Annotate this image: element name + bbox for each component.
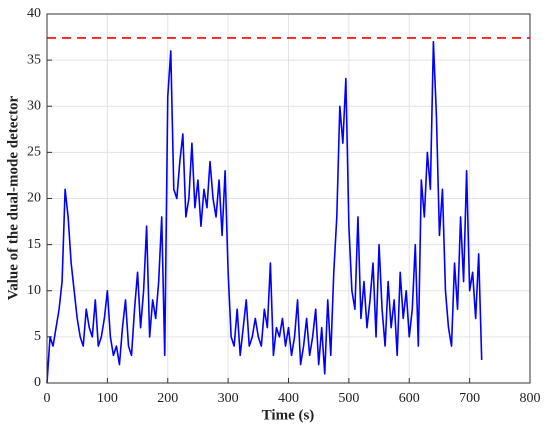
data-line [46,40,483,384]
y-tick-label: 20 [27,191,41,206]
x-tick-label: 500 [338,391,359,406]
plot-frame [46,13,531,384]
x-tick-label: 700 [459,391,480,406]
y-tick-label: 25 [27,145,41,160]
y-tick-label: 35 [27,52,41,67]
x-axis-label: Time (s) [262,407,315,423]
y-tick-label: 10 [27,283,41,298]
y-tick-label: 40 [27,6,41,21]
x-tick-label: 400 [278,391,299,406]
y-tick-label: 5 [34,329,41,344]
x-tick-label: 100 [97,391,118,406]
y-tick-label: 15 [27,237,41,252]
x-tick-label: 800 [520,391,541,406]
x-tick-label: 0 [44,391,51,406]
x-tick-label: 300 [218,391,239,406]
y-axis-label: Value of the dual-mode detector [5,95,21,300]
y-tick-label: 0 [34,375,41,390]
x-tick-label: 600 [399,391,420,406]
x-tick-label: 200 [157,391,178,406]
y-tick-label: 30 [27,98,41,113]
